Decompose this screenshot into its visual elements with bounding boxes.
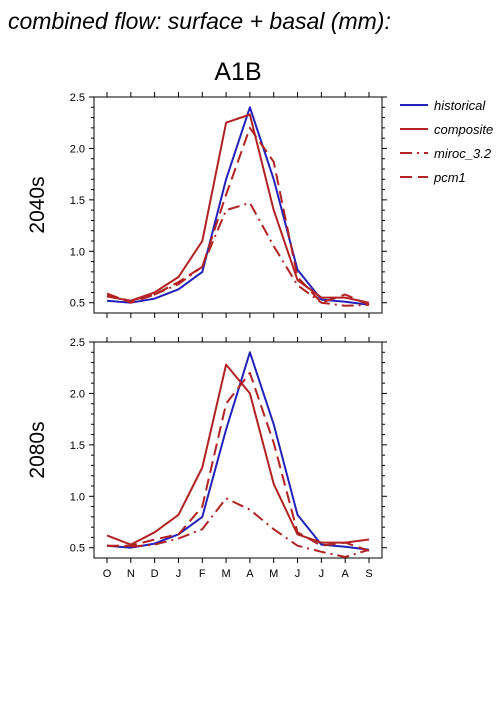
plot-frame: [93, 96, 383, 314]
y-tick-label: 2.0: [70, 143, 85, 155]
plot-frame: [93, 341, 383, 559]
series-line-composite: [106, 363, 370, 546]
series-line-historical: [106, 351, 370, 551]
series-line-pcm1: [106, 126, 370, 306]
x-tick-label: O: [103, 568, 112, 580]
y-tick-label: 0.5: [70, 543, 85, 555]
series-line-composite: [106, 113, 370, 304]
panel-label: 2040s: [26, 176, 49, 233]
x-tick-label: J: [295, 568, 301, 580]
x-tick-label: M: [222, 568, 231, 580]
x-tick-label: A: [342, 568, 350, 580]
panel-2040s: 0.5 1.0 1.5 2.0 2.5 2040s: [26, 92, 387, 318]
y-tick-label: 2.0: [70, 388, 85, 400]
y-tick-label: 2.5: [70, 337, 85, 349]
y-tick-label: 2.5: [70, 92, 85, 104]
legend-item: miroc_3.2: [400, 146, 492, 161]
y-tick-label: 1.0: [70, 246, 85, 258]
panel-label: 2080s: [26, 421, 49, 478]
legend-label: pcm1: [433, 170, 466, 185]
series-line-miroc-3-2: [106, 201, 370, 307]
x-tick-label: S: [365, 568, 372, 580]
panel-2080s: 0.5 1.0 1.5 2.0 2.5 O N D J F M A M J J A S 2080s: [26, 337, 387, 580]
y-tick-label: 1.5: [70, 195, 85, 207]
legend-label: miroc_3.2: [434, 146, 492, 161]
legend-label: historical: [434, 98, 486, 113]
x-tick-label: J: [319, 568, 325, 580]
x-tick-label: J: [176, 568, 182, 580]
series-line-historical: [106, 106, 370, 306]
y-tick-label: 1.0: [70, 491, 85, 503]
legend-label: composite: [434, 122, 493, 137]
figure-title: combined flow: surface + basal (mm):: [8, 8, 391, 34]
legend: historical composite miroc_3.2 pcm1: [400, 98, 493, 185]
series-line-miroc-3-2: [106, 497, 370, 558]
legend-item: composite: [400, 122, 493, 137]
x-tick-label: F: [199, 568, 206, 580]
y-tick-label: 0.5: [70, 298, 85, 310]
x-tick-label: D: [151, 568, 159, 580]
y-tick-label: 1.5: [70, 440, 85, 452]
x-tick-label: M: [269, 568, 278, 580]
legend-item: pcm1: [400, 170, 466, 185]
scenario-title: A1B: [214, 58, 261, 86]
legend-item: historical: [400, 98, 486, 113]
x-tick-label: N: [127, 568, 135, 580]
series-line-pcm1: [107, 371, 370, 552]
x-tick-label: A: [246, 568, 254, 580]
chart-panels: 0.5 1.0 1.5 2.0 2.5 2040s 0.5 1.0 1.5 2.0 2.5 O N D J F…: [26, 92, 387, 580]
